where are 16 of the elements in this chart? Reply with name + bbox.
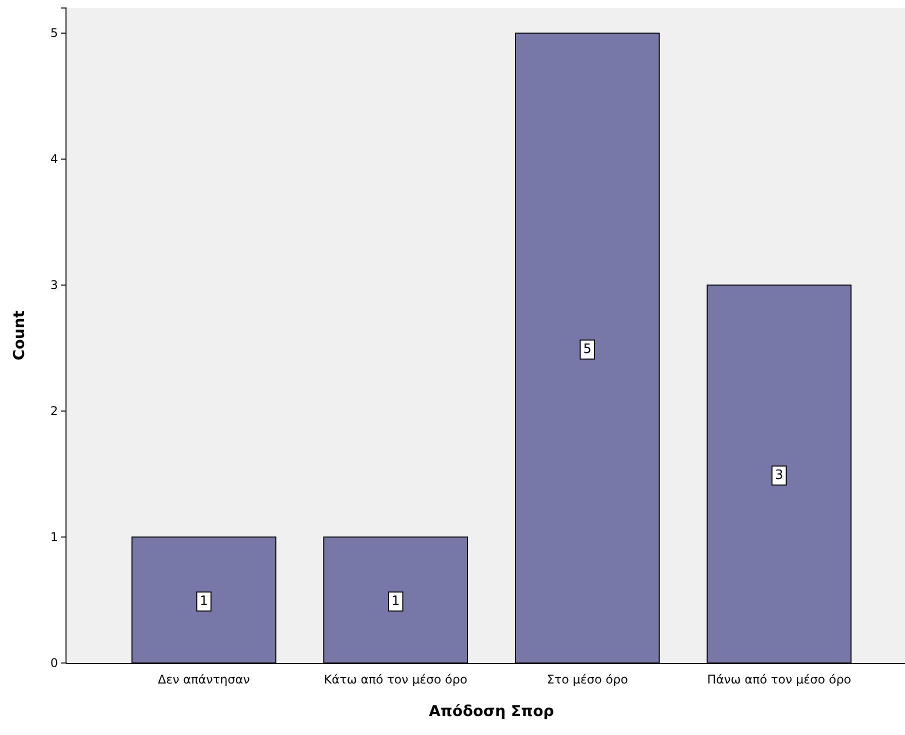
y-tick-label: 0 (50, 656, 58, 670)
y-tick-label: 4 (50, 152, 58, 166)
y-tick-label: 1 (50, 530, 58, 544)
data-label: 5 (583, 342, 592, 358)
x-tick-label: Πάνω από τον μέσο όρο (707, 672, 852, 687)
y-axis-title: Count (10, 310, 28, 360)
x-tick-label: Κάτω από τον μέσο όρο (324, 672, 468, 687)
x-axis-title: Απόδοση Σπορ (428, 702, 554, 720)
y-tick-label: 3 (50, 278, 58, 292)
y-tick-label: 5 (50, 26, 58, 40)
x-tick-label: Δεν απάντησαν (158, 672, 250, 687)
data-label: 1 (200, 594, 208, 610)
y-tick-label: 2 (50, 404, 58, 418)
data-label: 1 (391, 594, 400, 610)
data-label: 3 (774, 468, 784, 484)
x-tick-label: Στο μέσο όρο (546, 672, 628, 687)
